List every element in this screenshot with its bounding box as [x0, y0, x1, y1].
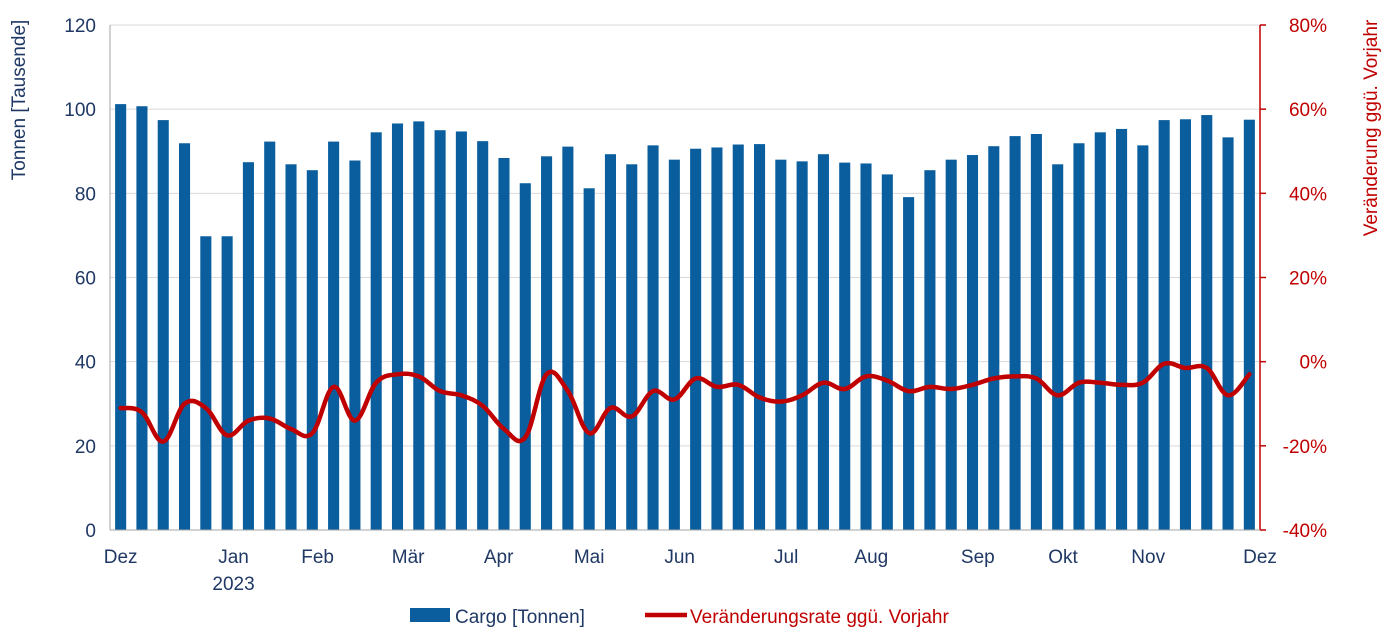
left-tick-label: 80 [75, 184, 96, 205]
x-tick-label: Aug [854, 547, 888, 568]
bar [1179, 119, 1191, 531]
left-tick-label: 120 [64, 16, 96, 37]
bar [604, 154, 616, 530]
bar [1158, 120, 1170, 530]
x-tick-label: Okt [1048, 547, 1078, 568]
bar [477, 141, 489, 530]
bar [1030, 133, 1042, 530]
x-tick-label: Mai [574, 547, 605, 568]
bar [690, 148, 702, 530]
bar [647, 145, 659, 530]
bar [903, 197, 915, 530]
x-tick-label: Apr [484, 547, 514, 568]
right-tick-label: -40% [1283, 521, 1327, 542]
bar [136, 106, 148, 531]
bar [115, 104, 127, 530]
x-tick-label: Nov [1131, 547, 1165, 568]
right-tick-label: 0% [1300, 353, 1328, 374]
bar [1243, 119, 1255, 530]
left-axis-ticks: 0 20 40 60 80 100 120 [64, 16, 96, 542]
left-axis-title: Tonnen [Tausende] [9, 20, 30, 181]
bar [1137, 145, 1149, 530]
bar [626, 164, 638, 530]
bar [562, 146, 574, 530]
x-tick-label: Mär [392, 547, 425, 568]
left-tick-label: 0 [85, 521, 96, 542]
right-axis-title: Veränderung ggü. Vorjahr [1361, 19, 1382, 236]
gridlines [110, 24, 1260, 531]
bar [221, 236, 233, 530]
bar [583, 188, 595, 531]
bar [519, 183, 531, 530]
bar [498, 157, 510, 530]
left-tick-label: 20 [75, 437, 96, 458]
bar [370, 132, 382, 530]
legend-label-change-rate: Veränderungsrate ggü. Vorjahr [690, 607, 949, 628]
bar [754, 144, 766, 531]
bar [1094, 132, 1106, 530]
bar [1201, 115, 1213, 530]
x-year-label: 2023 [212, 574, 254, 595]
x-tick-label: Dez [104, 547, 138, 568]
left-tick-label: 60 [75, 269, 96, 290]
right-tick-label: 80% [1289, 16, 1327, 37]
left-tick-label: 100 [64, 100, 96, 121]
bar [413, 121, 425, 530]
bar [924, 170, 936, 530]
bar [732, 144, 744, 530]
right-tick-label: -20% [1283, 437, 1327, 458]
left-tick-label: 40 [75, 353, 96, 374]
x-tick-label: Jan [218, 547, 249, 568]
bar [179, 143, 191, 531]
bar [945, 159, 957, 530]
bar [328, 141, 340, 530]
bar [1116, 128, 1128, 530]
bar [541, 156, 553, 531]
bar [200, 236, 212, 530]
legend-swatch-cargo [410, 608, 450, 622]
right-tick-label: 60% [1289, 100, 1327, 121]
change-rate-line [118, 360, 1252, 444]
bar [881, 174, 893, 531]
bar [1222, 137, 1234, 531]
bar [455, 131, 467, 531]
bar [306, 170, 318, 530]
legend: Cargo [Tonnen] Veränderungsrate ggü. Vor… [410, 607, 949, 628]
legend-label-cargo: Cargo [Tonnen] [455, 607, 585, 628]
bar [1052, 164, 1064, 530]
x-tick-label: Jun [664, 547, 695, 568]
x-tick-label: Jul [774, 547, 798, 568]
bar [966, 155, 979, 530]
bar [839, 162, 851, 531]
bar [668, 159, 680, 530]
cargo-bars [115, 104, 1255, 531]
x-tick-label: Feb [301, 547, 334, 568]
x-tick-label: Sep [961, 547, 995, 568]
bar [434, 130, 446, 531]
bar [711, 147, 723, 530]
bar [157, 120, 169, 530]
bar [1009, 136, 1021, 530]
right-tick-label: 40% [1289, 184, 1327, 205]
bar [285, 164, 297, 530]
bar [775, 159, 787, 530]
right-tick-label: 20% [1289, 269, 1327, 290]
bar [817, 154, 829, 530]
bar [1073, 143, 1085, 531]
x-tick-label: Dez [1243, 547, 1277, 568]
bar [349, 160, 361, 530]
bar [264, 141, 276, 530]
bar [796, 161, 808, 530]
x-axis-ticks: Dez Jan Feb Mär Apr Mai Jun Jul Aug Sep Okt Nov Dez 2… [104, 547, 1277, 595]
right-axis-ticks: -40% -20% 0% 20% 40% 60% 80% [1260, 16, 1327, 542]
bar [860, 163, 872, 530]
bar [242, 162, 254, 531]
bar [391, 123, 404, 530]
bar [988, 146, 1000, 530]
